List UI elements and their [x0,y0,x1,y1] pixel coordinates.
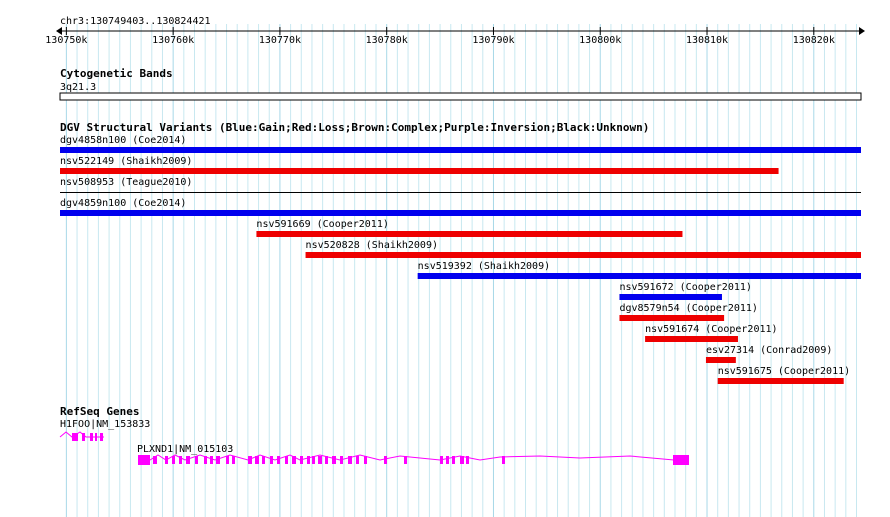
exon [332,456,336,464]
ruler-tick-label: 130790k [472,35,515,46]
refseq-track[interactable] [59,431,689,465]
gene-model-plxnd1[interactable] [138,454,689,465]
exon [384,456,387,464]
exon [502,456,505,464]
ruler-tick-label: 130760k [152,35,195,46]
dgv-feature-label[interactable]: nsv591675 (Cooper2011) [717,366,851,377]
dgv-feature-label[interactable]: nsv520828 (Shaikh2009) [305,240,438,251]
exon [440,456,443,464]
exon [277,456,280,464]
refseq-track-title: RefSeq Genes [60,405,140,418]
exon [255,456,259,464]
exon [262,456,265,464]
exon [300,456,303,464]
exon [72,433,78,441]
dgv-feature-bar[interactable] [705,357,736,363]
cytoband-3q21-3[interactable] [59,92,862,101]
exon [307,456,310,464]
exon [312,456,315,464]
ruler-coordinates: chr3:130749403..130824421 [60,16,211,27]
dgv-feature-label[interactable]: nsv522149 (Shaikh2009) [60,156,193,167]
ruler-tick-label: 130820k [792,35,835,46]
gene-label-h1foo[interactable]: H1FOO|NM_153833 [60,419,151,430]
exon [348,456,352,464]
exon [153,456,157,464]
exon [179,456,182,464]
dgv-feature-label[interactable]: nsv508953 (Teague2010) [60,177,193,188]
dgv-feature-bar[interactable] [417,273,861,279]
cytoband-track [59,92,862,101]
dgv-feature-label[interactable]: esv27314 (Conrad2009) [705,345,833,356]
exon [100,433,103,441]
dgv-feature-bar[interactable] [619,294,722,300]
exon [172,456,175,464]
exon [195,456,198,464]
dgv-feature-bar[interactable] [60,192,861,193]
exon [285,456,288,464]
exon [270,456,273,464]
gene-label-plxnd1[interactable]: PLXND1|NM_015103 [137,444,234,455]
exon [204,456,207,464]
dgv-feature-label[interactable]: dgv4858n100 (Coe2014) [60,135,187,146]
exon [340,456,343,464]
exon [292,456,296,464]
exon [673,455,689,465]
dgv-track-title: DGV Structural Variants (Blue:Gain;Red:L… [60,121,650,134]
exon [95,433,97,441]
exon [226,456,229,464]
dgv-feature-bar[interactable] [645,336,738,342]
cytoband-track-title: Cytogenetic Bands [60,67,173,80]
dgv-feature-label[interactable]: nsv591674 (Cooper2011) [645,324,778,335]
exon [90,433,93,441]
exon [186,456,190,464]
dgv-feature-label[interactable]: nsv591672 (Cooper2011) [619,282,752,293]
dgv-feature-bar[interactable] [305,252,861,258]
dgv-feature-label[interactable]: nsv591669 (Cooper2011) [256,219,389,230]
ruler-track [56,27,865,35]
intron-line [138,454,689,461]
exon [210,456,213,464]
exon [452,456,455,464]
exon [318,456,322,464]
exon [248,456,252,464]
dgv-feature-label[interactable]: dgv4859n100 (Coe2014) [60,198,187,209]
exon [446,456,449,464]
dgv-feature-bar[interactable] [256,231,683,237]
ruler-right-arrow-icon [859,27,865,35]
ruler-tick-label: 130800k [579,35,622,46]
dgv-feature-label[interactable]: dgv8579n54 (Cooper2011) [619,303,758,314]
exon [232,456,235,464]
cytoband-label: 3q21.3 [60,82,97,93]
dgv-feature-bar[interactable] [60,168,779,174]
exon [325,456,328,464]
exon [138,455,150,465]
dgv-feature-label[interactable]: nsv519392 (Shaikh2009) [417,261,551,272]
ruler-tick-label: 130780k [365,35,408,46]
grid-lines [65,24,858,517]
dgv-feature-bar[interactable] [60,147,861,153]
dgv-feature-bar[interactable] [717,378,844,384]
ruler-tick-label: 130770k [258,35,301,46]
gene-model-h1foo[interactable] [59,431,104,441]
exon [82,433,85,441]
dgv-feature-bar[interactable] [619,315,725,321]
exon [404,456,407,464]
exon [216,456,220,464]
exon [460,456,464,464]
exon [356,456,359,464]
ruler-tick-label: 130810k [685,35,729,46]
exon [165,456,168,464]
dgv-track[interactable] [60,147,861,384]
ruler-left-arrow-icon [56,27,62,35]
exon [364,456,367,464]
dgv-feature-bar[interactable] [60,210,861,216]
exon [466,456,469,464]
ruler-tick-label: 130750k [45,35,88,46]
